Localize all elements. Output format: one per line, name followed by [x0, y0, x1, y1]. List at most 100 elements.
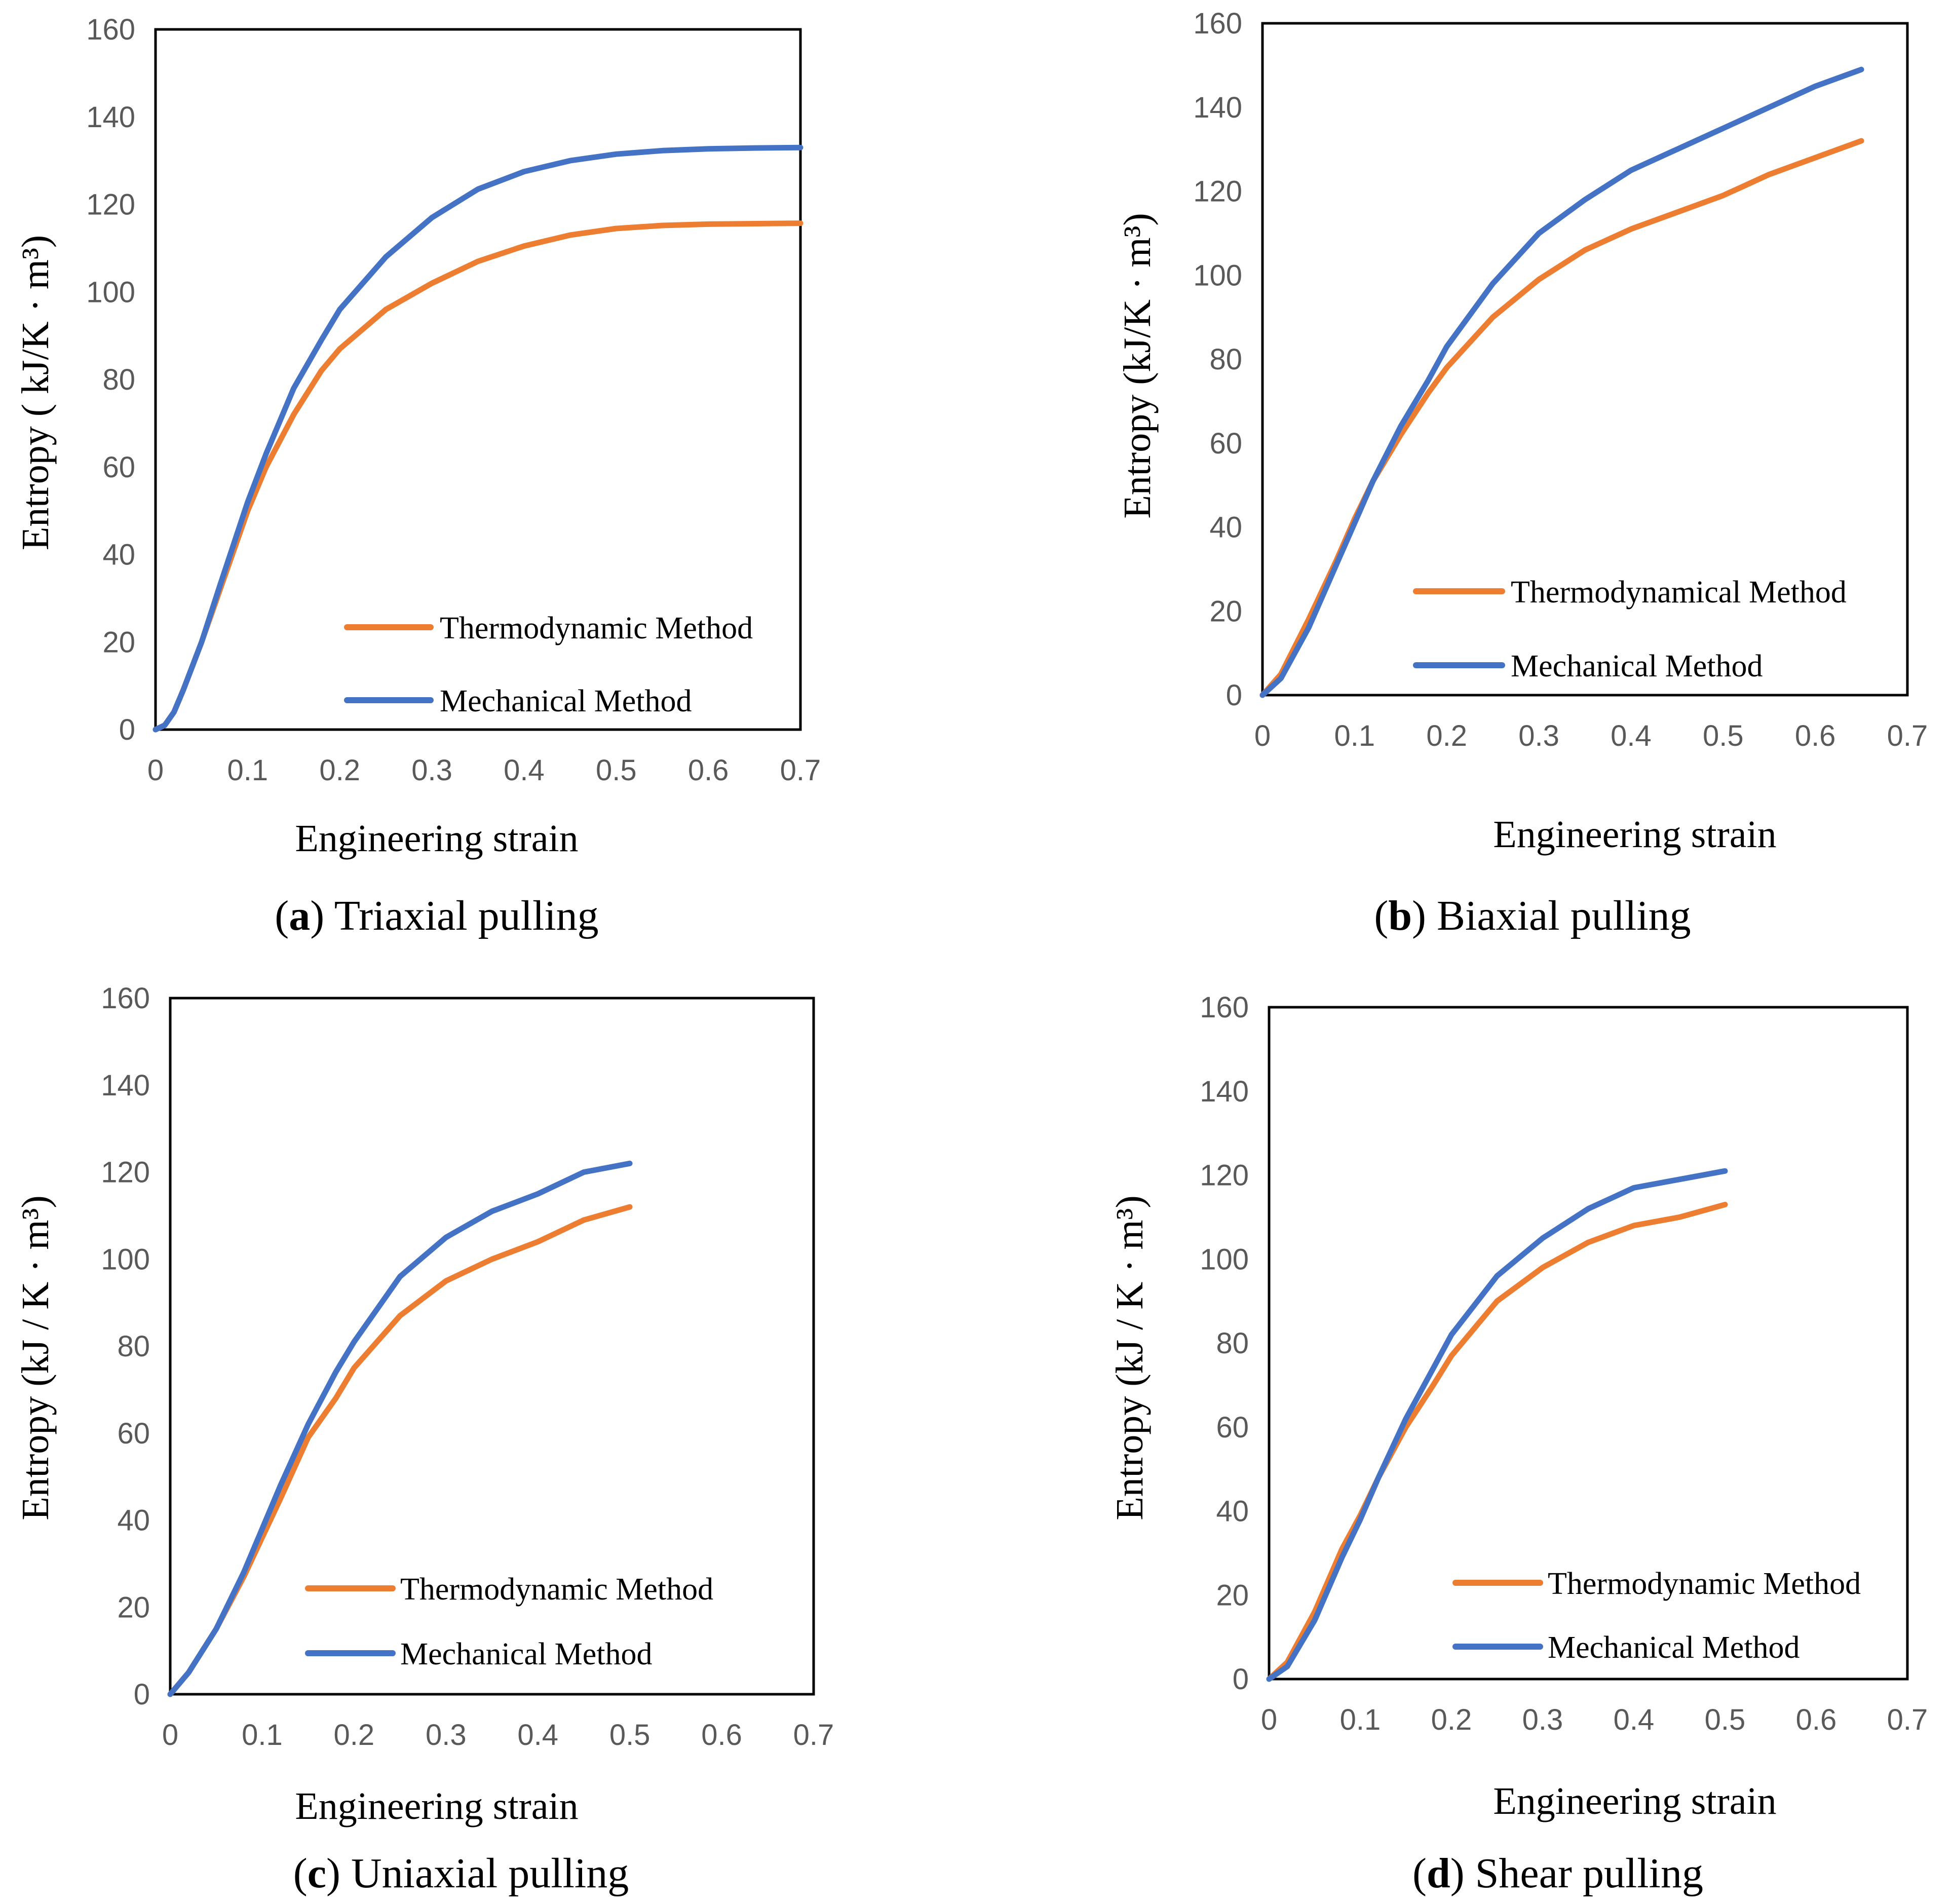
y-tick-label: 0	[134, 1678, 150, 1711]
x-tick-label: 0.5	[596, 754, 637, 787]
y-tick-label: 140	[86, 101, 135, 134]
series-line-mechanical	[1266, 1168, 1728, 1682]
x-tick-label: 0.3	[1518, 719, 1559, 752]
legend-label: Mechanical Method	[1511, 649, 1763, 683]
legend-label: Thermodynamic Method	[400, 1572, 713, 1607]
y-tick-label: 80	[1209, 343, 1242, 376]
x-tick-label: 0.1	[242, 1719, 283, 1751]
y-axis-title: Entropy ( kJ/K · m³)	[14, 235, 57, 550]
x-tick-label: 0.1	[1340, 1703, 1381, 1736]
y-tick-label: 140	[1200, 1075, 1249, 1108]
y-tick-label: 0	[1226, 679, 1242, 712]
caption-open-paren: (	[1412, 1850, 1427, 1897]
y-tick-label: 100	[1200, 1243, 1249, 1276]
y-tick-label: 140	[1193, 91, 1242, 124]
panel-caption: (b) Biaxial pulling	[1374, 892, 1691, 939]
caption-text: Triaxial pulling	[334, 892, 599, 939]
caption-letter: d	[1427, 1850, 1450, 1897]
y-tick-label: 80	[102, 363, 135, 396]
panel-caption: (d) Shear pulling	[1412, 1850, 1703, 1897]
x-tick-label: 0.6	[1796, 1703, 1837, 1736]
y-tick-label: 0	[119, 713, 135, 746]
x-tick-label: 0.3	[411, 754, 452, 787]
x-tick-label: 0.7	[793, 1719, 834, 1751]
x-tick-label: 0.4	[517, 1719, 558, 1751]
y-tick-label: 20	[117, 1591, 150, 1624]
legend-label: Mechanical Method	[440, 684, 692, 718]
x-tick-label: 0.4	[1611, 719, 1652, 752]
x-tick-label: 0.1	[227, 754, 269, 787]
y-tick-label: 0	[1233, 1663, 1249, 1696]
chart-panel-c: 0 20 40 60 80 100 120 140 160 0 0.1 0.2 0.3 0.4 0.5 0.6…	[14, 982, 834, 1897]
series-line-thermodynamic	[1259, 138, 1864, 698]
series-line-thermodynamic	[1266, 1202, 1728, 1682]
panel-caption: (a) Triaxial pulling	[275, 892, 598, 939]
legend-label: Mechanical Method	[1548, 1630, 1800, 1665]
y-tick-label: 160	[101, 982, 150, 1015]
y-tick-label: 40	[1216, 1495, 1249, 1528]
y-tick-label: 140	[101, 1069, 150, 1102]
legend-label: Thermodynamical Method	[1511, 575, 1847, 610]
panel-caption: (c) Uniaxial pulling	[293, 1850, 629, 1897]
x-axis-title: Engineering strain	[1493, 1780, 1776, 1822]
x-tick-label: 0.3	[426, 1719, 467, 1751]
plot-area	[1261, 22, 1909, 697]
y-axis-title: Entropy (kJ / K · m³)	[1108, 1195, 1151, 1520]
x-tick-label: 0.6	[688, 754, 729, 787]
x-axis-title: Engineering strain	[1493, 813, 1776, 856]
y-tick-label: 100	[1193, 259, 1242, 292]
plot-area	[154, 28, 802, 731]
x-tick-label: 0	[147, 754, 164, 787]
y-tick-label: 40	[1209, 511, 1242, 544]
caption-letter: c	[308, 1850, 326, 1897]
x-tick-label: 0.5	[1705, 1703, 1746, 1736]
x-tick-label: 0.2	[1431, 1703, 1472, 1736]
series-line-thermodynamic	[152, 220, 803, 733]
x-tick-label: 0	[1261, 1703, 1277, 1736]
chart-panel-b: 0 20 40 60 80 100 120 140 160 0 0.1 0.2 0.3 0.4 0.5 0.6…	[1116, 7, 1928, 939]
caption-open-paren: (	[275, 892, 289, 939]
y-tick-label: 160	[1193, 7, 1242, 40]
y-tick-label: 100	[86, 276, 135, 309]
y-tick-label: 60	[102, 451, 135, 484]
caption-letter: a	[289, 892, 310, 939]
x-tick-label: 0.4	[504, 754, 545, 787]
y-tick-label: 60	[1216, 1411, 1249, 1444]
x-tick-label: 0	[162, 1719, 178, 1751]
plot-area	[169, 997, 815, 1696]
y-tick-label: 120	[1193, 175, 1242, 208]
x-tick-label: 0.3	[1522, 1703, 1563, 1736]
y-tick-label: 120	[101, 1156, 150, 1189]
y-tick-label: 80	[1216, 1327, 1249, 1360]
y-tick-label: 160	[1200, 991, 1249, 1024]
y-tick-label: 80	[117, 1330, 150, 1363]
chart-panel-d: 0 20 40 60 80 100 120 140 160 0 0.1 0.2 0.3 0.4 0.5 0.6…	[1108, 991, 1928, 1897]
caption-open-paren: (	[293, 1850, 308, 1897]
y-tick-label: 120	[1200, 1159, 1249, 1192]
caption-close-paren: )	[326, 1850, 351, 1897]
y-tick-label: 60	[1209, 427, 1242, 460]
x-axis-title: Engineering strain	[295, 1785, 578, 1827]
y-tick-label: 20	[1209, 595, 1242, 628]
x-tick-label: 0.2	[334, 1719, 375, 1751]
y-axis-title: Entropy (kJ / K · m³)	[14, 1195, 57, 1520]
x-tick-label: 0.7	[1887, 1703, 1928, 1736]
x-tick-label: 0.6	[1795, 719, 1836, 752]
caption-letter: b	[1388, 892, 1412, 939]
x-tick-label: 0.7	[780, 754, 821, 787]
caption-close-paren: )	[1450, 1850, 1475, 1897]
y-tick-label: 160	[86, 13, 135, 46]
series-line-mechanical	[152, 144, 803, 733]
caption-close-paren: )	[310, 892, 334, 939]
caption-text: Uniaxial pulling	[351, 1850, 629, 1897]
legend-label: Thermodynamic Method	[1548, 1567, 1861, 1601]
x-tick-label: 0.2	[319, 754, 360, 787]
series-line-mechanical	[1259, 66, 1864, 698]
x-tick-label: 0.1	[1334, 719, 1375, 752]
x-tick-label: 0	[1254, 719, 1271, 752]
x-tick-label: 0.4	[1614, 1703, 1655, 1736]
caption-open-paren: (	[1374, 892, 1388, 939]
y-tick-label: 100	[101, 1243, 150, 1276]
y-tick-label: 40	[117, 1504, 150, 1537]
